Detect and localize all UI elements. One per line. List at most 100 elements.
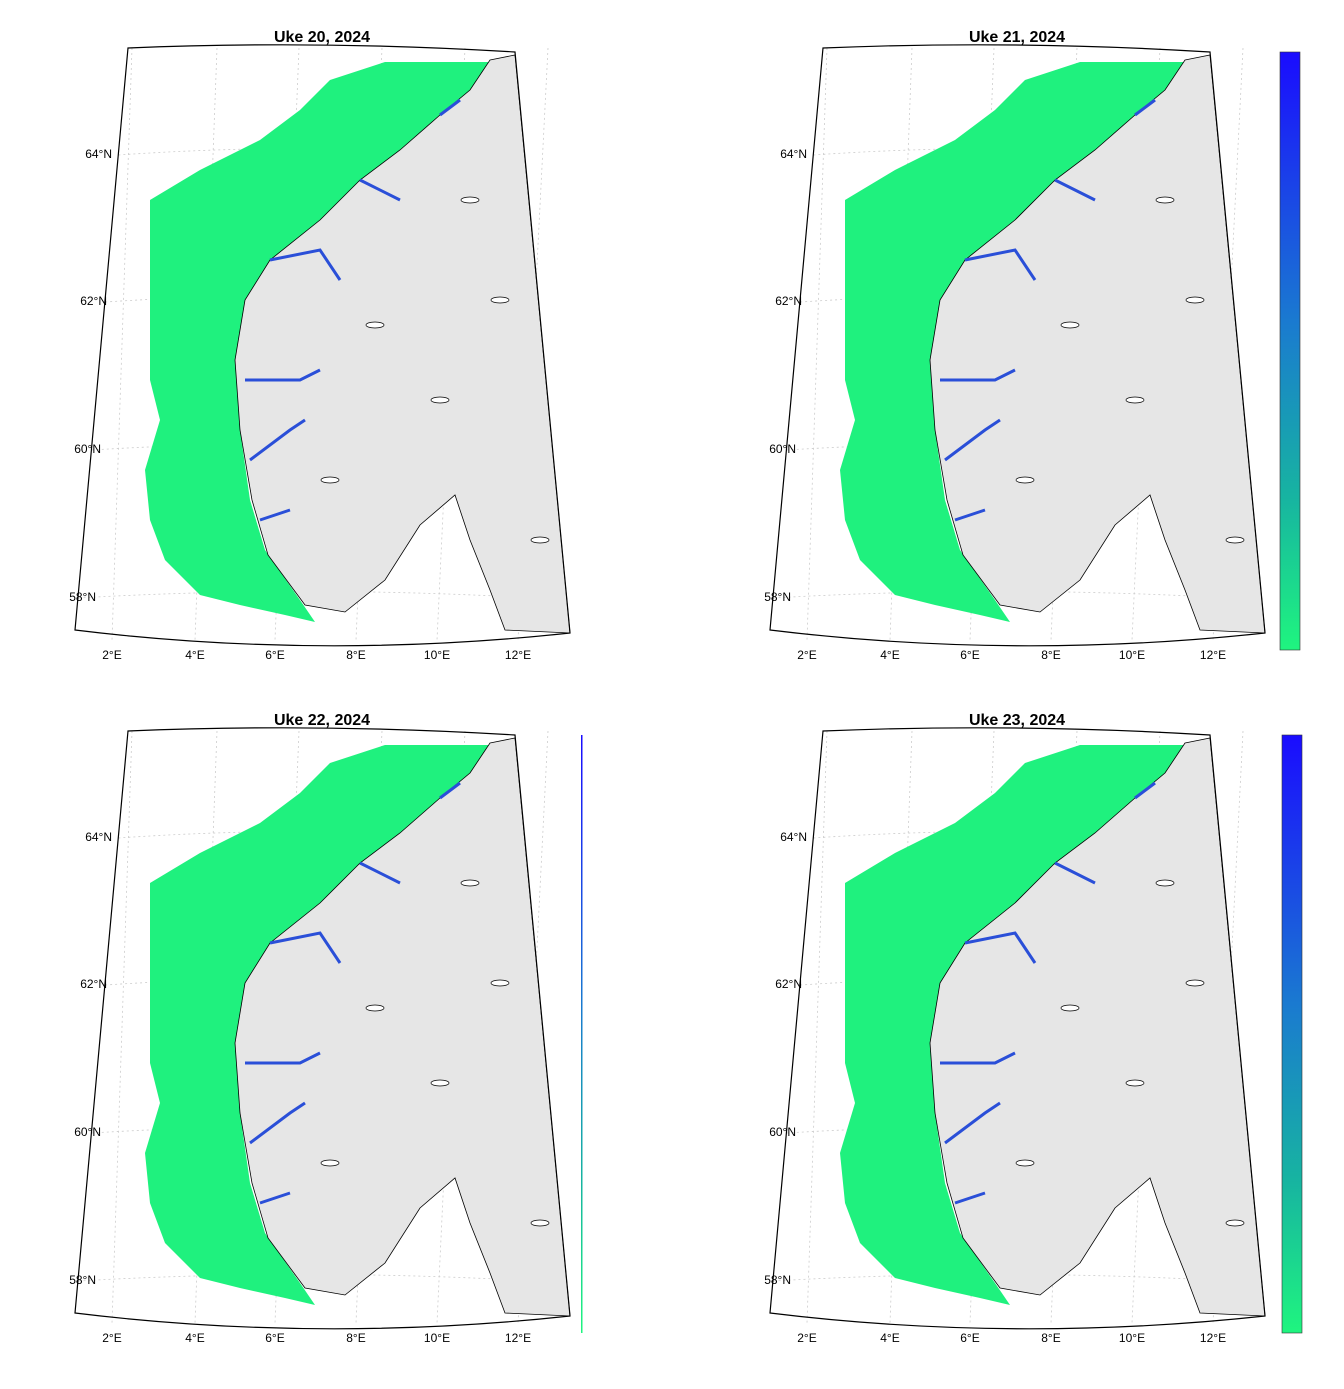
graticule — [111, 730, 133, 1324]
land — [929, 54, 1266, 634]
lon-label: 10°E — [1119, 1331, 1145, 1345]
fjord — [359, 178, 401, 202]
lat-label: 62°N — [80, 977, 107, 991]
lon-label: 12°E — [1200, 1331, 1226, 1345]
lon-label: 8°E — [1041, 1331, 1060, 1345]
lon-label: 6°E — [265, 648, 284, 662]
lake — [1125, 396, 1145, 404]
lat-label: 64°N — [780, 147, 807, 161]
fjord — [259, 1191, 291, 1205]
lon-label: 8°E — [346, 648, 365, 662]
sea-area — [145, 745, 490, 1305]
sea-area — [145, 62, 490, 622]
fjord — [245, 1051, 321, 1065]
lake — [430, 1079, 450, 1087]
lake — [1060, 321, 1080, 329]
lon-label: 12°E — [505, 1331, 531, 1345]
lake — [1155, 879, 1175, 887]
lake — [365, 1004, 385, 1012]
lon-label: 10°E — [424, 648, 450, 662]
lake — [320, 476, 340, 484]
lake — [490, 979, 510, 987]
fjord — [259, 508, 291, 522]
lat-label: 58°N — [764, 1273, 791, 1287]
fjord — [944, 1101, 1001, 1145]
lon-label: 10°E — [1119, 648, 1145, 662]
sea-area — [840, 62, 1185, 622]
lat-label: 62°N — [775, 294, 802, 308]
lat-label: 62°N — [775, 977, 802, 991]
panel-title: Uke 21, 2024 — [969, 29, 1065, 46]
lake — [430, 396, 450, 404]
colorbar — [581, 735, 583, 1333]
panel-title: Uke 22, 2024 — [274, 712, 370, 729]
lake — [1015, 476, 1035, 484]
lat-label: 64°N — [85, 147, 112, 161]
lake — [1185, 296, 1205, 304]
land — [929, 737, 1266, 1317]
fjord — [359, 861, 401, 885]
fjord — [249, 1101, 306, 1145]
lon-label: 4°E — [185, 648, 204, 662]
lat-label: 58°N — [69, 1273, 96, 1287]
map-panel: Uke 23, 2024 64°N 62°N 60°N 58°N 2°E 4°E 6°E 8°E… — [764, 712, 1303, 1345]
fjord — [269, 931, 342, 964]
lake — [530, 536, 550, 544]
lat-label: 62°N — [80, 294, 107, 308]
lake — [1225, 1219, 1245, 1227]
lake — [530, 1219, 550, 1227]
lat-label: 58°N — [764, 590, 791, 604]
panel-title: Uke 23, 2024 — [969, 712, 1065, 729]
fjord — [439, 98, 461, 117]
panel-title: Uke 20, 2024 — [274, 29, 370, 46]
lon-label: 2°E — [102, 648, 121, 662]
lat-label: 58°N — [69, 590, 96, 604]
lon-label: 8°E — [346, 1331, 365, 1345]
colorbar — [1281, 734, 1303, 1334]
lon-label: 4°E — [880, 1331, 899, 1345]
lon-label: 6°E — [265, 1331, 284, 1345]
fjord — [1134, 98, 1156, 117]
lat-label: 60°N — [769, 442, 796, 456]
lake — [460, 196, 480, 204]
fjord — [1054, 861, 1096, 885]
graticule — [111, 47, 133, 641]
land — [234, 737, 571, 1317]
sea-area — [840, 745, 1185, 1305]
lon-label: 2°E — [797, 648, 816, 662]
lat-label: 60°N — [769, 1125, 796, 1139]
fjord — [954, 508, 986, 522]
lake — [1125, 1079, 1145, 1087]
fjord — [439, 781, 461, 800]
lon-label: 12°E — [1200, 648, 1226, 662]
lat-label: 60°N — [74, 1125, 101, 1139]
lake — [1155, 196, 1175, 204]
fjord — [964, 931, 1037, 964]
lake — [1225, 536, 1245, 544]
lon-label: 2°E — [102, 1331, 121, 1345]
lake — [460, 879, 480, 887]
lat-label: 64°N — [780, 830, 807, 844]
fjord — [940, 1051, 1016, 1065]
lake — [1185, 979, 1205, 987]
lake — [490, 296, 510, 304]
lake — [1060, 1004, 1080, 1012]
fjord — [1134, 781, 1156, 800]
lon-label: 12°E — [505, 648, 531, 662]
lake — [365, 321, 385, 329]
lat-label: 60°N — [74, 442, 101, 456]
graticule — [806, 47, 828, 641]
fjord — [944, 418, 1001, 462]
map-frame — [74, 727, 571, 1330]
fjord — [940, 368, 1016, 382]
lon-label: 2°E — [797, 1331, 816, 1345]
map-panel: Uke 22, 2024 64°N 62°N 60°N 58°N 2°E 4°E 6°E 8°E… — [69, 712, 583, 1345]
lat-label: 64°N — [85, 830, 112, 844]
map-frame — [769, 44, 1266, 647]
colorbar — [1279, 51, 1301, 651]
graticule — [806, 730, 828, 1324]
fjord — [954, 1191, 986, 1205]
map-frame — [769, 727, 1266, 1330]
lon-label: 8°E — [1041, 648, 1060, 662]
